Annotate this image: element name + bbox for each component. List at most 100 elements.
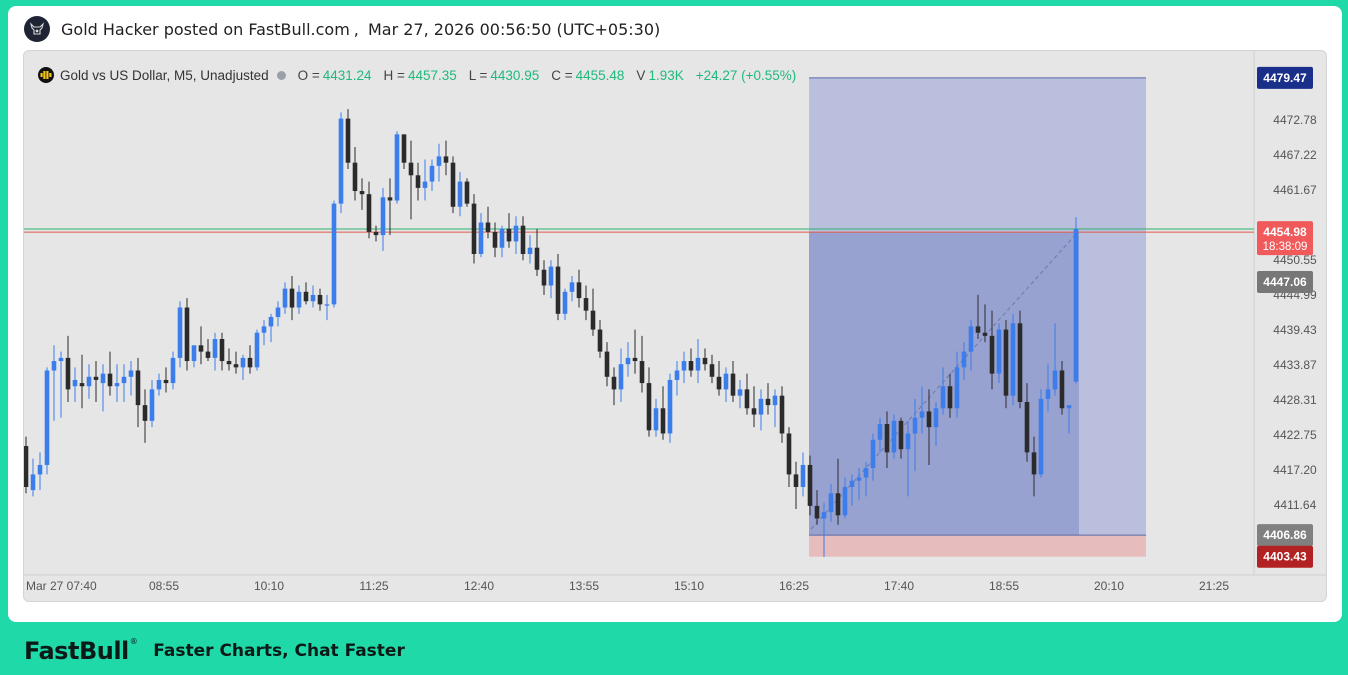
candle-body	[555, 266, 561, 314]
candle-body	[275, 307, 281, 317]
price-chart[interactable]: 4472.784467.224461.674450.554444.994439.…	[24, 51, 1326, 601]
candle-body	[72, 379, 78, 387]
candle-body	[660, 408, 666, 434]
price-tick-label: 4439.43	[1273, 323, 1317, 337]
candle-body	[1073, 228, 1079, 382]
candle-body	[450, 162, 456, 207]
chart-legend: Gold vs US Dollar, M5, Unadjusted O = 443…	[38, 67, 808, 83]
bull-logo-icon	[29, 22, 45, 35]
volume-label: V	[636, 67, 646, 83]
candle-body	[576, 282, 582, 299]
candle-body	[674, 370, 680, 380]
trademark-mark: ®	[129, 636, 138, 646]
time-tick-label: 11:25	[359, 579, 388, 593]
low-label: L =	[468, 67, 488, 83]
time-tick-label: 20:10	[1094, 579, 1124, 593]
candle-body	[800, 464, 806, 487]
price-badge-text-stop-price: 4403.43	[1263, 550, 1307, 564]
candle-body	[415, 175, 421, 188]
candle-body	[457, 181, 463, 207]
candle-body	[884, 424, 890, 453]
candle-body	[499, 228, 505, 248]
price-badge-crosshair-price	[1257, 270, 1313, 293]
candle-body	[1052, 370, 1058, 390]
candle-body	[737, 389, 743, 396]
price-badge-text-entry-price: 4406.86	[1263, 528, 1307, 542]
candle-body	[247, 357, 253, 368]
time-tick-label: Mar 27 07:40	[26, 579, 97, 593]
candle-body	[793, 474, 799, 487]
market-status-dot	[276, 70, 286, 80]
post-author[interactable]: Gold Hacker posted on FastBull.com	[61, 19, 350, 39]
candle-body	[184, 307, 190, 362]
open-label: O =	[297, 67, 320, 83]
price-badge-text-target-price: 4479.47	[1263, 71, 1307, 85]
candle-body	[373, 231, 379, 236]
candle-body	[24, 446, 29, 487]
candle-body	[940, 386, 946, 409]
symbol-name[interactable]: Gold vs US Dollar, M5, Unadjusted	[60, 67, 269, 83]
candle-body	[177, 307, 183, 358]
candle-body	[604, 351, 610, 377]
candle-body	[261, 326, 267, 333]
candle-body	[1031, 452, 1037, 475]
candle-body	[324, 304, 330, 306]
volume-value: 1.93K	[648, 67, 684, 83]
candle-body	[79, 383, 85, 387]
chart-panel[interactable]: 4472.78 4467.22 4461.67 4450.55 4444.99 4439.…	[23, 50, 1327, 602]
title-separator: ,	[353, 19, 359, 39]
candle-body	[51, 361, 57, 371]
time-tick-label: 17:40	[884, 579, 914, 593]
candle-body	[233, 364, 239, 368]
low-value: 4430.95	[490, 67, 540, 83]
candle-body	[37, 464, 43, 475]
candle-body	[1024, 401, 1030, 453]
candle-body	[1059, 370, 1065, 409]
candle-body	[282, 288, 288, 308]
candle-body	[1017, 323, 1023, 402]
close-value: 4455.48	[575, 67, 625, 83]
price-tick-label: 4467.22	[1273, 148, 1317, 162]
candle-body	[128, 370, 134, 377]
candle-body	[338, 118, 344, 204]
candle-body	[639, 361, 645, 384]
post-card: Gold Hacker posted on FastBull.com, Mar …	[8, 6, 1342, 622]
close-label: C =	[551, 67, 573, 83]
candle-body	[954, 367, 960, 409]
candle-body	[562, 291, 568, 314]
candle-body	[905, 433, 911, 450]
candle-body	[758, 398, 764, 415]
candle-body	[268, 316, 274, 327]
candle-body	[618, 364, 624, 390]
candle-body	[1038, 398, 1044, 475]
high-label: H =	[383, 67, 405, 83]
candle-body	[912, 417, 918, 434]
candle-body	[786, 433, 792, 475]
fastbull-logo[interactable]: FastBull®	[24, 636, 138, 665]
time-tick-label: 21:25	[1199, 579, 1229, 593]
candle-body	[86, 376, 92, 387]
bull-avatar-icon[interactable]	[24, 16, 50, 42]
candle-body	[310, 294, 316, 302]
candle-body	[352, 162, 358, 192]
post-timestamp: Mar 27, 2026 00:56:50 (UTC+05:30)	[367, 19, 661, 39]
price-tick-label: 4472.78	[1273, 113, 1317, 127]
post-header: Gold Hacker posted on FastBull.com, Mar …	[24, 16, 660, 42]
candle-body	[646, 383, 652, 431]
candle-body	[961, 351, 967, 368]
candle-body	[1010, 323, 1016, 396]
candle-body	[842, 486, 848, 516]
candle-body	[583, 298, 589, 311]
candle-body	[485, 222, 491, 232]
time-tick-label: 12:40	[464, 579, 494, 593]
candle-body	[142, 405, 148, 421]
gold-bars-glyph	[40, 71, 52, 79]
candle-body	[380, 197, 386, 236]
candle-body	[947, 386, 953, 409]
candle-body	[198, 345, 204, 352]
candle-body	[541, 269, 547, 286]
candle-body	[366, 194, 372, 232]
candle-body	[345, 118, 351, 163]
candle-body	[191, 345, 197, 362]
candle-body	[212, 339, 218, 358]
